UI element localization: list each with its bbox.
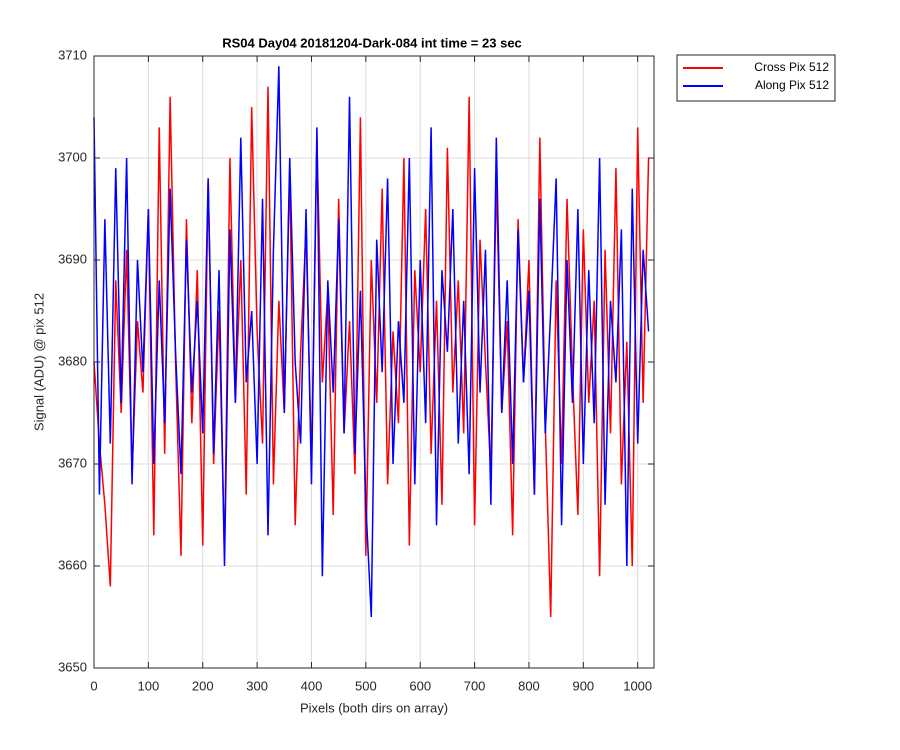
x-tick-label: 600 xyxy=(409,678,431,693)
legend-label: Along Pix 512 xyxy=(755,78,829,92)
axes-box xyxy=(93,55,655,669)
y-tick-label: 3680 xyxy=(58,353,87,368)
y-tick-label: 3670 xyxy=(58,455,87,470)
x-tick-label: 1000 xyxy=(623,678,652,693)
y-tick-label: 3650 xyxy=(58,659,87,674)
x-tick-label: 400 xyxy=(301,678,323,693)
chart-title: RS04 Day04 20181204-Dark-084 int time = … xyxy=(222,35,522,50)
x-tick-label: 100 xyxy=(138,678,160,693)
x-tick-label: 200 xyxy=(192,678,214,693)
data-line xyxy=(93,66,650,618)
axis-layer: 0 100 200 300 400 500 600 700 800 900 1000 3650 3660… xyxy=(58,47,836,693)
y-tick-label: 3700 xyxy=(58,149,87,164)
grid-layer xyxy=(93,55,654,669)
y-tick-label: 3660 xyxy=(58,557,87,572)
y-tick-label: 3710 xyxy=(58,47,87,62)
x-tick-label: 900 xyxy=(572,678,594,693)
x-axis-label: Pixels (both dirs on array) xyxy=(300,700,448,715)
x-tick-label: 700 xyxy=(464,678,486,693)
x-tick-label: 0 xyxy=(90,678,97,693)
y-axis-label: Signal (ADU) @ pix 512 xyxy=(31,293,46,431)
data-line xyxy=(93,86,650,618)
x-tick-label: 300 xyxy=(246,678,268,693)
data-layer xyxy=(93,66,650,618)
legend-box xyxy=(676,54,836,102)
x-tick-label: 500 xyxy=(355,678,377,693)
y-tick-label: 3690 xyxy=(58,251,87,266)
x-tick-label: 800 xyxy=(518,678,540,693)
legend-label: Cross Pix 512 xyxy=(754,60,829,74)
